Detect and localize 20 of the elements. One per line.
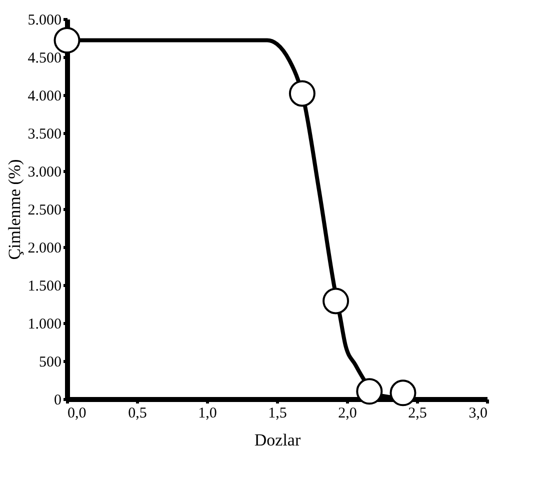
y-tick-label: 1.000 [28,316,62,332]
y-tick-label: 2.500 [28,202,62,218]
y-tick-label: 4.500 [28,50,62,66]
x-tick-label: 2,0 [338,406,357,422]
x-tick-label: 3,0 [468,406,488,422]
y-tick-label: 3.500 [28,126,62,142]
y-tick-label: 2.000 [28,240,62,256]
y-axis-title: Çimlenme (%) [4,159,24,260]
x-tick-label: 1,0 [198,406,217,422]
x-tick-label: 0,0 [68,406,86,422]
x-tick-label: 2,5 [408,406,427,422]
y-tick-label: 0 [54,392,62,408]
y-tick-label: 5.000 [28,12,62,28]
x-tick-label: 1,5 [268,406,287,422]
y-tick-label: 1.500 [28,278,62,294]
y-tick-label: 4.000 [28,88,62,104]
y-tick-label: 3.000 [28,164,62,180]
x-axis-title: Dozlar [254,430,301,450]
y-tick-label: 500 [39,354,62,370]
x-tick-label: 0,5 [128,406,147,422]
